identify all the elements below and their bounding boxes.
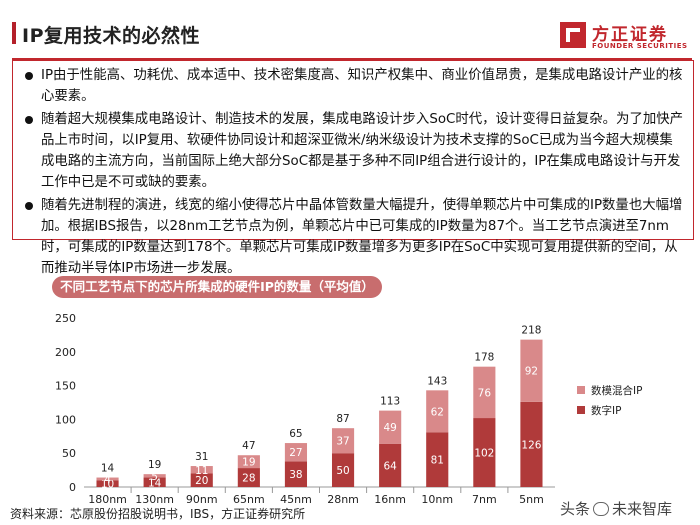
watermark-right-text: 未来智库	[612, 500, 673, 518]
x-tick-label: 5nm	[519, 493, 544, 505]
data-label: 38	[289, 469, 302, 481]
bar-segment	[379, 443, 402, 487]
data-label: 14	[148, 477, 162, 489]
bar-segment	[284, 443, 308, 462]
data-label: 5	[151, 471, 158, 483]
header-divider	[12, 58, 692, 60]
toutiao-icon	[593, 502, 610, 516]
bar-segment	[237, 468, 260, 487]
bullet-item: IP由于性能高、功耗优、成本适中、技术密集度高、知识产权集中、商业价值昂贵，是集…	[25, 65, 685, 107]
data-label: 4	[104, 474, 111, 486]
logo-name: 方正证券	[592, 25, 668, 45]
data-label: 126	[521, 439, 541, 451]
chart-title-pill: 不同工艺节点下的芯片所集成的硬件IP的数量（平均值）	[52, 276, 382, 298]
watermark-left-text: 头条	[560, 500, 591, 518]
legend-label: 数字IP	[591, 404, 621, 417]
data-label: 37	[336, 436, 349, 448]
x-tick-label: 7nm	[472, 493, 497, 505]
chart-title: 不同工艺节点下的芯片所集成的硬件IP的数量（平均值）	[60, 279, 374, 294]
company-logo: 方正证券 FOUNDER SECURITIES	[560, 18, 688, 58]
bar-segment	[473, 418, 496, 487]
legend-label: 数模混合IP	[591, 384, 642, 397]
source-note: 资料来源：芯原股份招股说明书，IBS，方正证券研究所	[10, 507, 306, 521]
legend-swatch	[577, 406, 585, 414]
total-label: 87	[336, 413, 349, 425]
total-label: 65	[289, 428, 302, 440]
bullet-item: 随着超大规模集成电路设计、制造技术的发展，集成电路设计步入SoC时代，设计变得日…	[25, 109, 685, 193]
total-label: 143	[427, 375, 447, 387]
bar-segment	[143, 477, 166, 487]
y-tick-label: 50	[62, 447, 76, 460]
x-tick-label: 65nm	[233, 493, 265, 505]
data-label: 20	[195, 475, 208, 487]
x-tick-label: 10nm	[421, 493, 453, 505]
title-accent-bar	[12, 22, 16, 44]
bar-segment	[284, 461, 308, 487]
bar-segment	[331, 453, 355, 487]
bar-segment	[426, 432, 449, 487]
bar-segment	[379, 410, 402, 444]
y-tick-label: 200	[55, 346, 76, 359]
y-tick-label: 0	[69, 481, 76, 494]
x-tick-label: 90nm	[186, 493, 218, 505]
total-label: 113	[380, 396, 400, 408]
header: IP复用技术的必然性 方正证券 FOUNDER SECURITIES	[0, 0, 700, 60]
data-label: 27	[289, 447, 302, 459]
y-tick-label: 100	[55, 413, 76, 426]
total-label: 31	[195, 451, 208, 463]
data-label: 81	[431, 455, 444, 467]
data-label: 92	[525, 366, 538, 378]
bar-segment	[96, 477, 119, 481]
data-label: 76	[478, 387, 492, 399]
total-label: 218	[521, 325, 541, 337]
data-label: 64	[383, 460, 397, 472]
bullet-text: 随着超大规模集成电路设计、制造技术的发展，集成电路设计步入SoC时代，设计变得日…	[41, 112, 684, 190]
bullet-dot-icon	[25, 72, 33, 80]
bar-segment	[426, 390, 449, 433]
page-title: IP复用技术的必然性	[22, 25, 200, 47]
x-tick-label: 130nm	[135, 493, 174, 505]
legend-swatch	[577, 386, 585, 394]
bar-segment	[96, 480, 119, 487]
bullet-dot-icon	[25, 116, 33, 124]
bullet-item: 随着先进制程的演进，线宽的缩小使得芯片中晶体管数量大幅提升，使得单颗芯片中可集成…	[25, 195, 685, 279]
bar-segment	[473, 366, 496, 419]
founder-logo-icon	[560, 22, 586, 48]
y-tick-label: 150	[55, 380, 76, 393]
bar-segment	[520, 401, 543, 487]
data-label: 50	[336, 465, 349, 477]
y-tick-label: 250	[55, 312, 76, 325]
bullet-text-box: IP由于性能高、功耗优、成本适中、技术密集度高、知识产权集中、商业价值昂贵，是集…	[12, 60, 694, 276]
logo-english-name: FOUNDER SECURITIES	[592, 42, 688, 50]
bar-segment	[143, 474, 166, 478]
bar-segment	[190, 473, 213, 487]
total-label: 178	[474, 352, 494, 364]
bar-segment	[190, 466, 213, 474]
data-label: 11	[195, 465, 208, 477]
x-tick-label: 45nm	[280, 493, 312, 505]
data-label: 102	[474, 448, 494, 460]
data-label: 10	[101, 479, 114, 491]
watermark: 头条 未来智库	[560, 498, 672, 519]
total-label: 14	[101, 463, 115, 475]
x-tick-label: 180nm	[88, 493, 127, 505]
bullet-text: 随着先进制程的演进，线宽的缩小使得芯片中晶体管数量大幅提升，使得单颗芯片中可集成…	[41, 198, 683, 276]
bar-segment	[331, 428, 355, 454]
data-label: 62	[431, 406, 444, 418]
total-label: 47	[242, 440, 255, 452]
total-label: 19	[148, 459, 161, 471]
data-label: 28	[242, 473, 255, 485]
bar-segment	[237, 455, 260, 469]
bullet-text: IP由于性能高、功耗优、成本适中、技术密集度高、知识产权集中、商业价值昂贵，是集…	[41, 68, 683, 104]
bullet-dot-icon	[25, 202, 33, 210]
data-label: 19	[242, 457, 255, 469]
x-tick-label: 28nm	[327, 493, 359, 505]
bar-segment	[520, 339, 543, 402]
stacked-bar-chart: 05010015020025010414180nm14519130nm20113…	[55, 312, 642, 505]
x-tick-label: 16nm	[374, 493, 406, 505]
data-label: 49	[383, 422, 396, 434]
